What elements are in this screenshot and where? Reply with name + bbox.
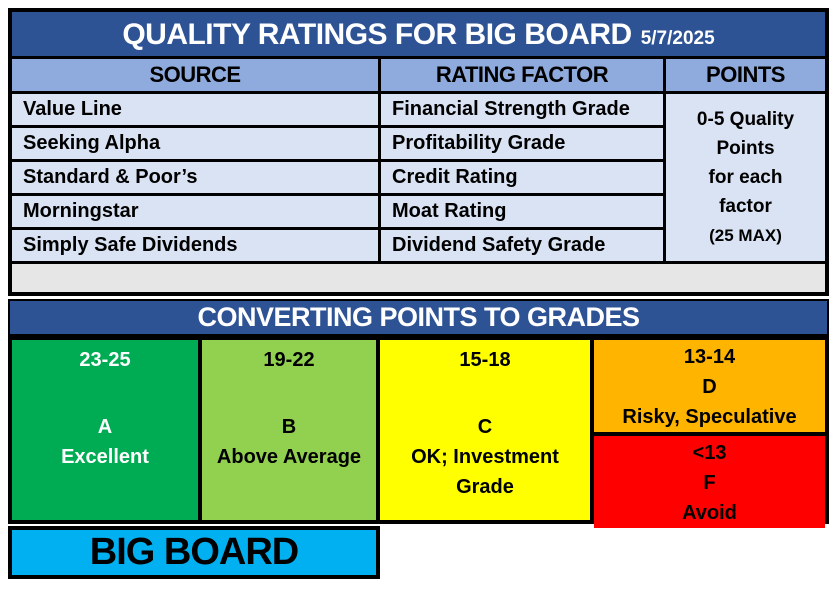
grade-f-label: Avoid [682, 502, 737, 524]
factor-cell-moat-rating: Moat Rating [381, 196, 663, 227]
points-note-line: 0-5 Quality [696, 109, 795, 130]
grade-b-range: 19-22 [263, 349, 315, 371]
grade-d-range: 13-14 [683, 346, 736, 368]
grade-cell-d: 13-14 D Risky, Speculative [594, 340, 825, 432]
grade-f-letter: F [703, 472, 716, 494]
points-note-line: Points [716, 138, 775, 159]
source-cell-simply-safe-dividends: Simply Safe Dividends [12, 230, 378, 261]
grade-cell-b: 19-22 B Above Average [202, 340, 376, 520]
grade-f-range: <13 [692, 442, 727, 464]
points-note-line: factor [719, 196, 772, 217]
ratings-table: QUALITY RATINGS FOR BIG BOARD 5/7/2025 S… [8, 8, 829, 296]
source-cell-value-line: Value Line [12, 94, 378, 125]
points-note-line: for each [708, 167, 783, 188]
grade-column-d-f: 13-14 D Risky, Speculative <13 F Avoid [594, 340, 825, 528]
column-header-rating-factor: RATING FACTOR [381, 59, 663, 91]
big-board-label: BIG BOARD [89, 531, 299, 573]
column-header-points: POINTS [666, 59, 825, 91]
points-note-max: (25 MAX) [709, 226, 782, 245]
grade-d-label: Risky, Speculative [622, 406, 797, 428]
grade-d-letter: D [702, 376, 717, 398]
board-date: 5/7/2025 [640, 28, 715, 49]
source-cell-standard-poors: Standard & Poor’s [12, 162, 378, 193]
big-board-footer: BIG BOARD [8, 526, 380, 579]
column-header-source: SOURCE [12, 59, 378, 91]
grade-cell-a: 23-25 A Excellent [12, 340, 198, 520]
factor-cell-dividend-safety: Dividend Safety Grade [381, 230, 663, 261]
spacer-row [12, 264, 825, 292]
grade-scale: 23-25 A Excellent 19-22 B Above Average … [8, 336, 829, 528]
grade-b-letter: B [281, 416, 297, 438]
grade-a-label: Excellent [61, 446, 149, 468]
converting-section-title: CONVERTING POINTS TO GRADES [8, 299, 829, 336]
grade-cell-f: <13 F Avoid [594, 436, 825, 528]
grade-c-letter: C [477, 416, 493, 438]
grade-a-letter: A [97, 416, 113, 438]
source-cell-morningstar: Morningstar [12, 196, 378, 227]
board-title: QUALITY RATINGS FOR BIG BOARD [122, 18, 632, 51]
grade-b-label: Above Average [216, 446, 362, 468]
factor-cell-credit-rating: Credit Rating [381, 162, 663, 193]
points-note-cell: 0-5 Quality Points for each factor (25 M… [666, 94, 825, 261]
factor-cell-financial-strength: Financial Strength Grade [381, 94, 663, 125]
board-title-bar: QUALITY RATINGS FOR BIG BOARD 5/7/2025 [12, 12, 825, 56]
quality-ratings-board: QUALITY RATINGS FOR BIG BOARD 5/7/2025 S… [8, 8, 829, 579]
grade-c-label: OK; Investment Grade [411, 446, 559, 498]
factor-cell-profitability: Profitability Grade [381, 128, 663, 159]
grade-cell-c: 15-18 C OK; Investment Grade [380, 340, 590, 520]
grade-a-range: 23-25 [79, 349, 131, 371]
grade-c-range: 15-18 [459, 349, 511, 371]
source-cell-seeking-alpha: Seeking Alpha [12, 128, 378, 159]
